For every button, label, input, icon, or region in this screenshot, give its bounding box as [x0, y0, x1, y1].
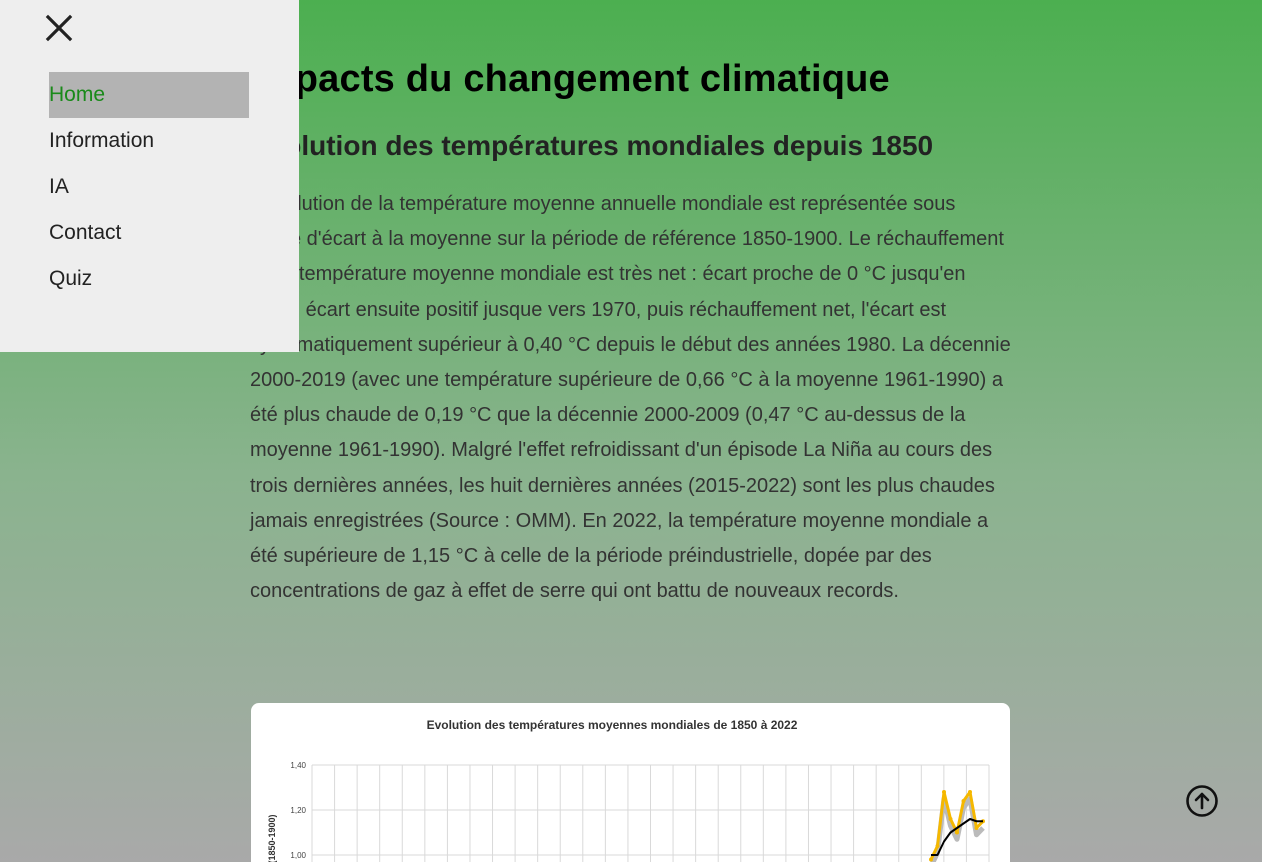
close-menu-button[interactable]: [40, 10, 78, 48]
sidebar-item-quiz[interactable]: Quiz: [49, 267, 93, 290]
chart-y-tick-label: 1,20: [290, 806, 306, 815]
sidebar-item-information[interactable]: Information: [49, 129, 155, 152]
chart-y-tick-label: 1,00: [290, 851, 306, 860]
chart-series-annual-point: [968, 790, 972, 794]
close-icon: [45, 14, 73, 42]
temperature-chart-svg: Evolution des températures moyennes mond…: [267, 718, 990, 862]
chart-series-annual-point: [942, 790, 946, 794]
sidebar-nav: Home Information IA Contact Quiz: [49, 72, 249, 302]
chart-series: [929, 790, 985, 862]
chart-horizontal-gridlines: [312, 764, 989, 856]
section-paragraph: L'évolution de la température moyenne an…: [250, 193, 1011, 603]
chart-series-annual-point: [961, 799, 966, 803]
chart-series-annual-point: [948, 817, 953, 821]
sidebar-item-home[interactable]: Home: [49, 72, 249, 118]
chart-series-annual-point: [935, 844, 940, 848]
page-title: Impacts du changement climatique: [250, 58, 890, 100]
chart-series-annual-point: [974, 826, 979, 830]
temperature-chart: Evolution des températures moyennes mond…: [251, 703, 1010, 862]
chart-y-tick-label: 1,40: [290, 761, 306, 770]
sidebar-menu: Home Information IA Contact Quiz: [0, 0, 299, 352]
sidebar-item-ia[interactable]: IA: [49, 175, 69, 198]
section-title: Evolution des températures mondiales dep…: [250, 130, 934, 161]
chart-series-smoothed: [931, 818, 983, 856]
sidebar-item-contact[interactable]: Contact: [49, 221, 122, 244]
arrow-up-circle-icon: [1186, 785, 1218, 817]
chart-y-axis-label: (1850-1900): [267, 814, 277, 862]
chart-series-annual-point: [955, 830, 959, 835]
scroll-to-top-button[interactable]: [1185, 784, 1219, 818]
chart-y-ticks: 1,40 1,20 1,00: [290, 761, 306, 860]
chart-series-annual-point: [929, 857, 933, 862]
chart-title: Evolution des températures moyennes mond…: [427, 718, 798, 732]
chart-vertical-gridlines: [311, 765, 990, 862]
